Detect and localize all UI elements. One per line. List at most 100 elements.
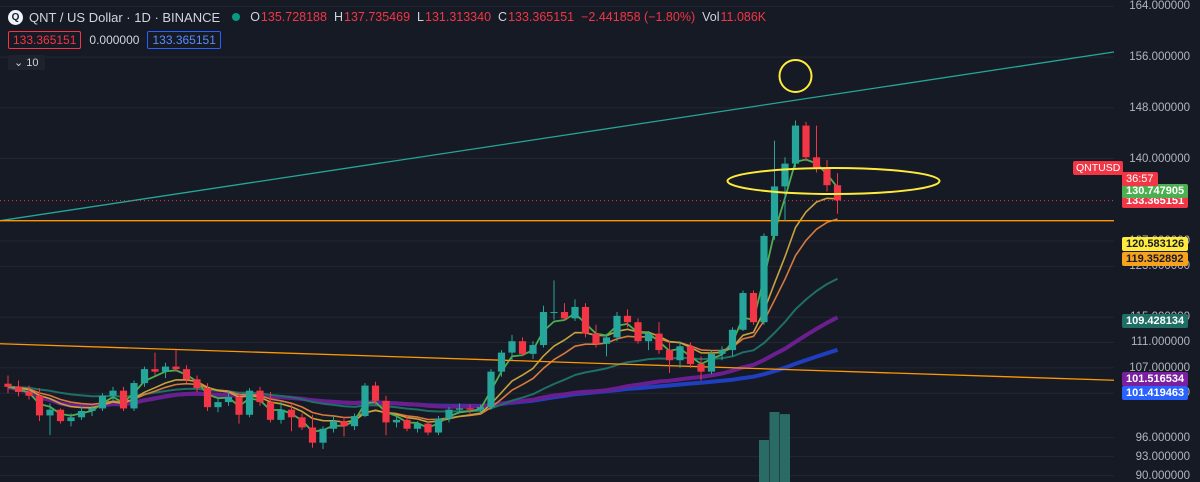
open-value: 135.728188 bbox=[260, 10, 327, 24]
buy-price-button[interactable]: 133.365151 bbox=[147, 31, 221, 49]
candle-body bbox=[749, 293, 758, 323]
close-label: C bbox=[498, 10, 508, 24]
price-label: 101.419463 bbox=[1122, 386, 1189, 400]
symbol-header: Q QNT / US Dollar · 1D · BINANCE O 135.7… bbox=[8, 6, 773, 28]
candle-body bbox=[833, 185, 842, 201]
candle-body bbox=[497, 352, 506, 372]
spread-value: 0.000000 bbox=[89, 33, 140, 47]
candle-body bbox=[119, 390, 128, 409]
candle-body bbox=[298, 417, 306, 428]
candle-body bbox=[172, 366, 180, 370]
chevron-down-icon: ⌄ bbox=[14, 57, 27, 69]
change-value: −2.441858 (−1.80%) bbox=[581, 10, 696, 24]
candle-body bbox=[445, 409, 453, 419]
candle-body bbox=[25, 391, 33, 396]
price-tick-label: 107.000000 bbox=[1129, 361, 1190, 374]
candle-body bbox=[602, 337, 611, 344]
candle-body bbox=[151, 369, 159, 372]
candle-body bbox=[781, 163, 789, 187]
candle-body bbox=[182, 369, 191, 380]
candle-body bbox=[371, 385, 380, 401]
candle-body bbox=[130, 383, 138, 409]
candle-body bbox=[14, 386, 23, 392]
candle-body bbox=[308, 427, 317, 443]
volume-bar bbox=[759, 440, 769, 482]
candle-body bbox=[676, 346, 684, 361]
candle-body bbox=[424, 423, 432, 433]
candle-body bbox=[434, 418, 443, 433]
candle-body bbox=[266, 402, 275, 420]
candle-body bbox=[35, 395, 44, 416]
candle-body bbox=[193, 379, 201, 389]
candle-body bbox=[823, 167, 831, 186]
candle-body bbox=[403, 419, 411, 429]
candle-body bbox=[560, 312, 569, 319]
candle-body bbox=[140, 369, 149, 384]
candle-body bbox=[634, 322, 642, 342]
candle-body bbox=[203, 388, 212, 408]
volume-bar bbox=[780, 414, 790, 482]
candle-body bbox=[812, 157, 821, 168]
candle-body bbox=[760, 235, 768, 323]
candle-body bbox=[287, 409, 296, 418]
candle-body bbox=[235, 397, 243, 415]
candle-body bbox=[329, 421, 338, 429]
candle-body bbox=[508, 341, 516, 353]
ma-mid-line bbox=[7, 197, 838, 423]
symbol-price-tag: QNTUSD bbox=[1073, 161, 1124, 175]
candle-body bbox=[256, 390, 264, 403]
trendline-lower bbox=[0, 343, 1123, 382]
price-label: 101.516534 bbox=[1122, 372, 1189, 386]
indicator-count: 10 bbox=[26, 57, 39, 69]
indicator-toggle[interactable]: ⌄ 10 bbox=[8, 55, 45, 70]
price-tick-label: 96.000000 bbox=[1135, 431, 1190, 444]
candle-body bbox=[214, 402, 222, 408]
low-value: 131.313340 bbox=[425, 10, 492, 24]
trade-bar: 133.365151 0.000000 133.365151 bbox=[8, 31, 229, 49]
candle-body bbox=[77, 410, 86, 418]
price-label: 120.583126 bbox=[1122, 237, 1189, 251]
candle-body bbox=[224, 397, 233, 403]
price-tick-label: 164.000000 bbox=[1129, 0, 1190, 13]
candle-body bbox=[455, 408, 464, 410]
candle-body bbox=[88, 408, 96, 411]
candle-body bbox=[46, 409, 54, 416]
candle-body bbox=[98, 395, 107, 409]
candle-body bbox=[718, 350, 726, 354]
candle-body bbox=[56, 409, 65, 422]
candle-body bbox=[728, 329, 737, 351]
trendline-upper bbox=[0, 50, 1123, 222]
bar-countdown: 36:57 bbox=[1122, 172, 1158, 186]
price-tick-label: 148.000000 bbox=[1129, 101, 1190, 114]
close-value: 133.365151 bbox=[508, 10, 575, 24]
annotation-ellipse bbox=[726, 167, 941, 195]
sell-price-button[interactable]: 133.365151 bbox=[8, 31, 82, 49]
volume-bar bbox=[769, 412, 780, 482]
candle-body bbox=[644, 333, 653, 342]
price-tick-label: 93.000000 bbox=[1135, 450, 1190, 463]
candle-body bbox=[109, 390, 117, 396]
high-label: H bbox=[333, 10, 343, 24]
price-tick-label: 90.000000 bbox=[1135, 469, 1190, 482]
volume-value: 11.086K bbox=[720, 10, 767, 24]
candle-body bbox=[340, 421, 348, 427]
candle-body bbox=[665, 350, 674, 361]
ma-purple-line bbox=[7, 315, 839, 409]
symbol-title[interactable]: QNT / US Dollar · 1D · BINANCE bbox=[29, 9, 221, 25]
candle-body bbox=[592, 333, 600, 344]
candle-body bbox=[487, 371, 495, 408]
candle-body bbox=[571, 306, 579, 319]
ma-slow-line bbox=[7, 218, 838, 421]
candle-body bbox=[4, 383, 12, 387]
candle-body bbox=[161, 366, 170, 372]
candle-body bbox=[466, 408, 474, 410]
high-value: 137.735469 bbox=[344, 10, 411, 24]
candle-body bbox=[518, 341, 527, 354]
price-tick-label: 111.000000 bbox=[1130, 336, 1190, 349]
candle-body bbox=[581, 306, 590, 334]
candle-body bbox=[350, 416, 359, 427]
price-label: 109.428134 bbox=[1122, 314, 1189, 328]
candle-body bbox=[707, 353, 716, 372]
candle-body bbox=[802, 125, 810, 158]
